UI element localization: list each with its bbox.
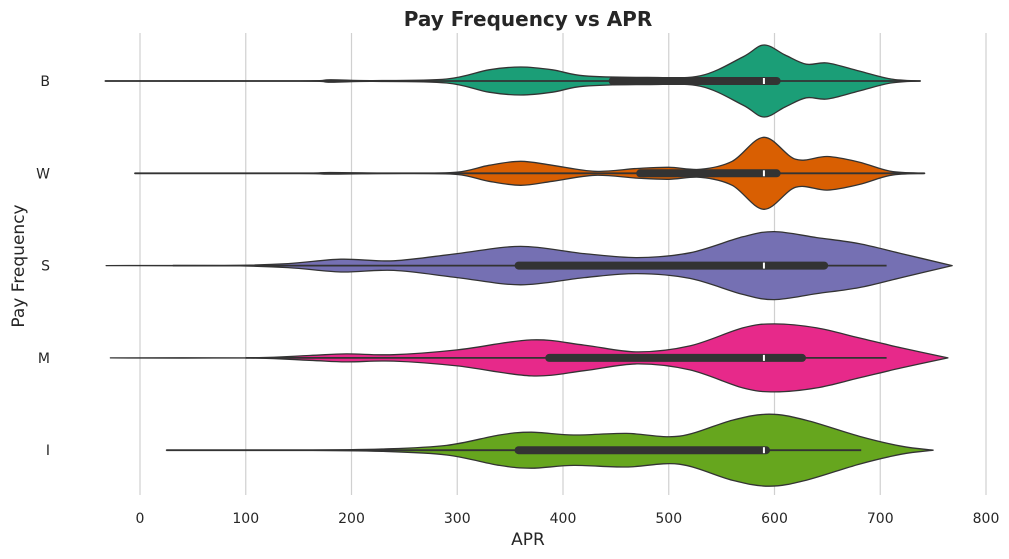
x-tick-label: 800 [973,511,1000,527]
x-tick-label: 200 [338,511,365,527]
y-axis-label: Pay Frequency [9,204,29,327]
x-tick-label: 300 [444,511,471,527]
x-tick-label: 0 [136,511,145,527]
y-tick-label-i: I [46,443,50,459]
tick-layer: 0 100 200 300 400 500 600 700 800 B W S M I [36,74,999,527]
y-tick-label-m: M [38,351,50,367]
x-tick-label: 700 [867,511,894,527]
x-tick-label: 600 [761,511,788,527]
y-tick-label-w: W [36,166,50,182]
x-axis-label: APR [511,530,545,550]
x-tick-label: 400 [550,511,577,527]
chart-title: Pay Frequency vs APR [404,7,652,31]
violin-layer [104,44,953,487]
y-tick-label-b: B [40,74,50,90]
x-tick-label: 100 [232,511,259,527]
x-tick-label: 500 [655,511,682,527]
y-tick-label-s: S [41,259,50,275]
